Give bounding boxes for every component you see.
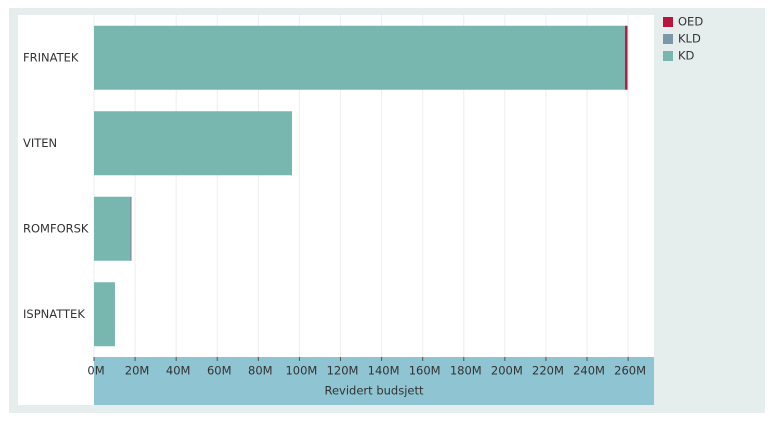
x-axis-title: Revidert budsjett [325,384,424,398]
legend-swatch [663,51,673,61]
legend-label: KLD [678,32,701,46]
x-axis-band [94,357,654,405]
x-tick-label: 240M [573,364,605,378]
x-tick-label: 140M [368,364,400,378]
legend-label: OED [678,15,703,29]
bar-segment [625,25,628,90]
x-tick-label: 200M [491,364,523,378]
y-tick-label: VITEN [23,136,57,150]
y-tick-label: FRINATEK [23,50,79,64]
x-tick-label: 60M [207,364,232,378]
bar-segment [94,25,626,90]
x-tick-label: 0M [87,364,104,378]
y-tick-label: ISPNATTEK [23,307,85,321]
x-tick-label: 40M [166,364,191,378]
legend-swatch [663,34,673,44]
x-tick-label: 180M [450,364,482,378]
bar-segment [94,282,115,347]
y-tick-label: ROMFORSK [23,221,89,235]
x-tick-label: 120M [327,364,359,378]
x-tick-label: 260M [614,364,646,378]
legend-label: KD [678,49,695,63]
bar-segment [94,111,293,176]
legend-swatch [663,17,673,27]
bar-segment [94,196,130,261]
x-tick-label: 220M [532,364,564,378]
x-tick-label: 20M [125,364,150,378]
x-tick-label: 160M [409,364,441,378]
x-tick-label: 80M [248,364,273,378]
bar-segment [129,196,132,261]
x-tick-label: 100M [285,364,317,378]
